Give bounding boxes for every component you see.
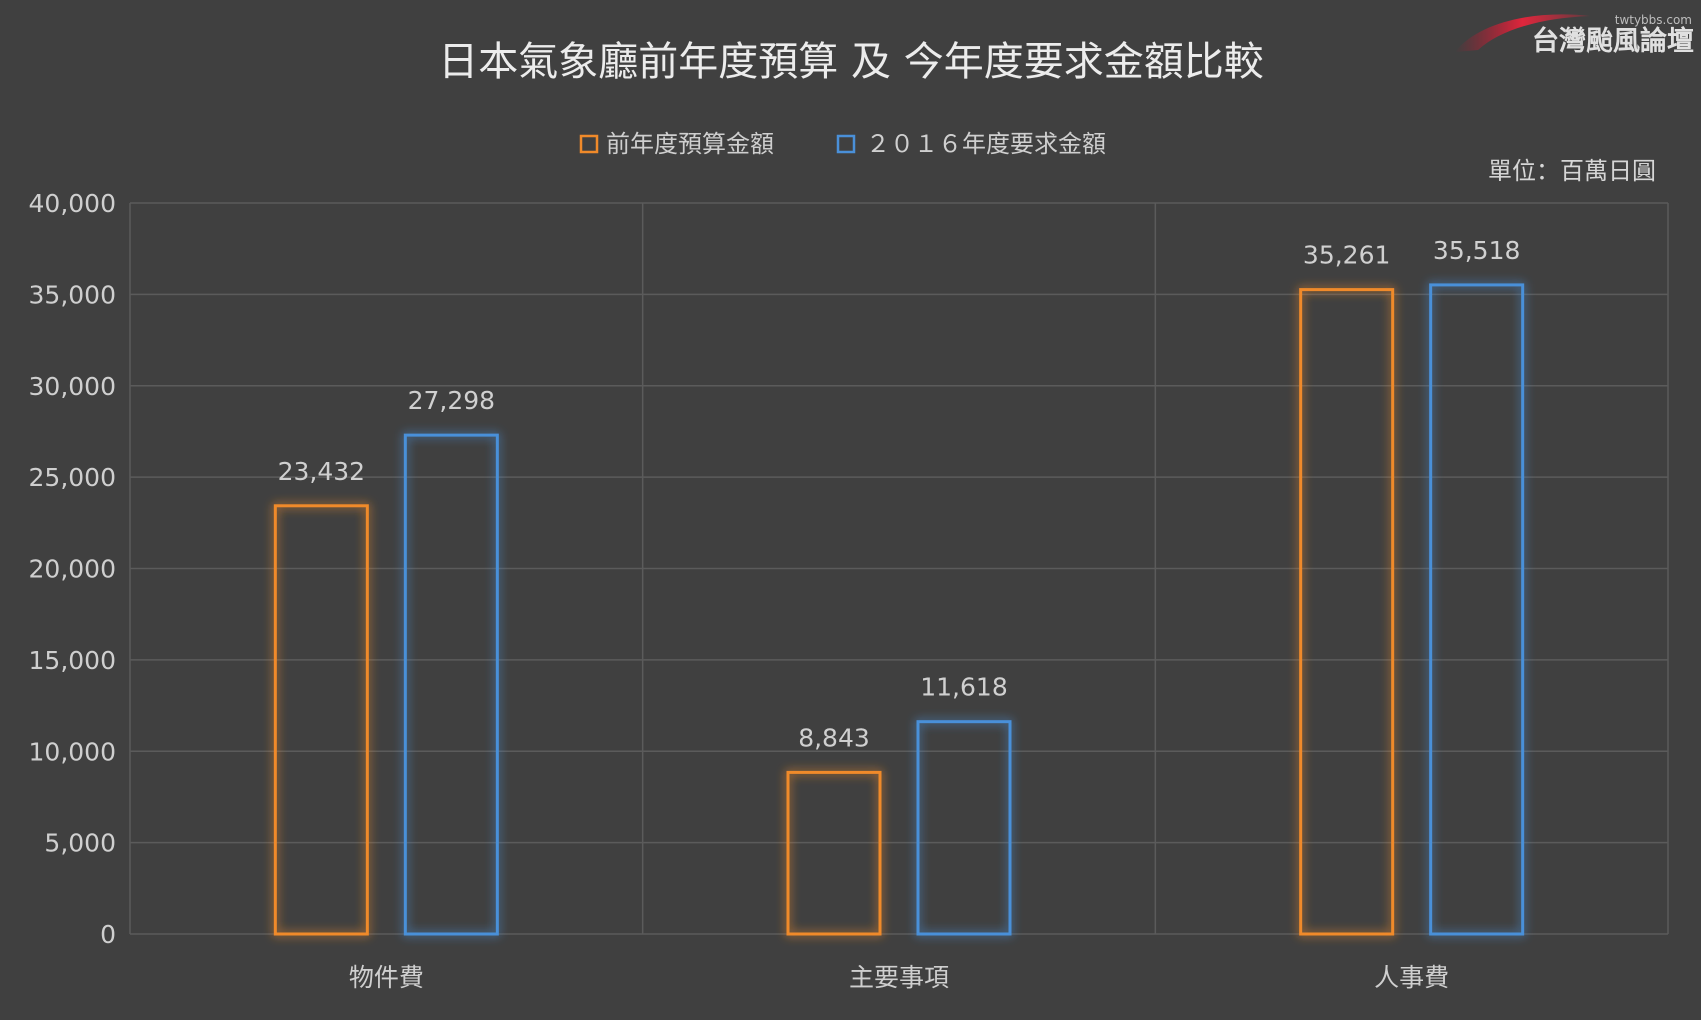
logo-swoosh-icon <box>1455 14 1590 52</box>
bar-2016-1 <box>916 720 1012 936</box>
bar-prev-0 <box>273 504 369 936</box>
bar-prev-2 <box>1299 288 1395 936</box>
y-tick-label: 0 <box>100 920 116 949</box>
y-tick-label: 5,000 <box>44 829 116 858</box>
data-label: 8,843 <box>798 723 870 752</box>
y-tick-label: 15,000 <box>29 646 116 675</box>
data-label: 11,618 <box>920 673 1007 702</box>
y-axis: 0 5,000 10,000 15,000 20,000 25,000 30,000 35,0… <box>29 189 116 949</box>
watermark-name: 台灣颱風論壇 <box>1532 25 1694 57</box>
y-tick-label: 35,000 <box>29 280 116 309</box>
unit-label: 單位：百萬日圓 <box>1488 157 1656 185</box>
y-tick-label: 20,000 <box>29 555 116 584</box>
bar-prev-1 <box>786 770 882 936</box>
data-label: 35,518 <box>1433 236 1520 265</box>
legend-swatch-prev <box>579 134 599 154</box>
category-label: 物件費 <box>349 963 424 992</box>
y-tick-label: 10,000 <box>29 737 116 766</box>
category-label: 主要事項 <box>849 963 949 992</box>
bar-2016-2 <box>1429 283 1525 936</box>
bars <box>273 283 1525 936</box>
legend-label-2016: ２０１６年度要求金額 <box>866 130 1106 158</box>
watermark-url: twtybbs.com <box>1615 13 1692 27</box>
y-tick-label: 25,000 <box>29 463 116 492</box>
data-labels: 23,432 27,298 8,843 11,618 35,261 35,518 <box>278 236 1521 752</box>
x-axis: 物件費 主要事項 人事費 <box>349 963 1449 992</box>
category-label: 人事費 <box>1374 963 1449 992</box>
grid <box>129 202 1669 935</box>
bar-2016-0 <box>403 433 499 936</box>
y-tick-label: 40,000 <box>29 189 116 218</box>
legend-swatch-2016 <box>836 134 856 154</box>
data-label: 27,298 <box>408 386 495 415</box>
y-tick-label: 30,000 <box>29 372 116 401</box>
data-label: 23,432 <box>278 457 365 486</box>
legend-label-prev: 前年度預算金額 <box>606 130 774 158</box>
data-label: 35,261 <box>1303 241 1390 270</box>
legend: 前年度預算金額 ２０１６年度要求金額 <box>579 130 1106 158</box>
watermark-logo: twtybbs.com 台灣颱風論壇 <box>1455 13 1694 57</box>
chart-title: 日本氣象廳前年度預算 及 今年度要求金額比較 <box>438 39 1263 85</box>
